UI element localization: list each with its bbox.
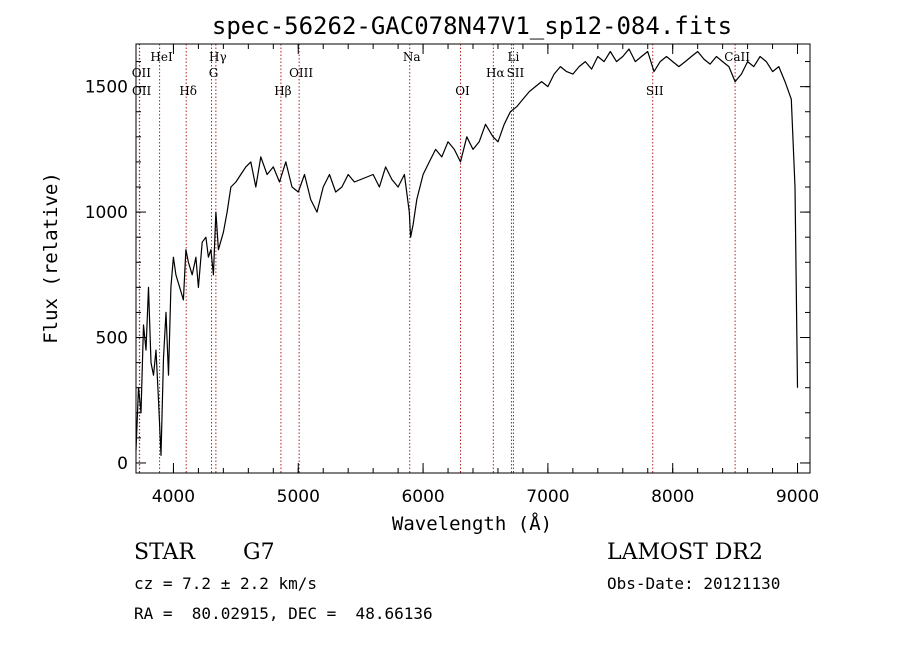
marker-label-0: OII [132,66,152,80]
chart-title: spec-56262-GAC078N47V1_sp12-084.fits [212,12,732,40]
object-subclass: G7 [243,540,275,565]
x-axis: 4000 5000 6000 7000 8000 9000 [152,44,819,507]
marker-label-12: Li [508,50,520,64]
marker-label-14: CaII [724,50,750,64]
marker-label-6: Hβ [274,84,291,98]
marker-label-13: SII [646,84,664,98]
y-axis: 0 500 1000 1500 [85,61,810,474]
survey-name: LAMOST DR2 [607,540,763,565]
spectrum-series-line [135,48,799,456]
ra-dec-coordinates: RA = 80.02915, DEC = 48.66136 [134,604,433,623]
redshift-cz: cz = 7.2 ± 2.2 km/s [134,574,318,593]
y-axis-label: Flux (relative) [40,172,62,344]
observation-date: Obs-Date: 20121130 [607,574,781,593]
spectrum-line-group [135,48,799,456]
plot-frame [135,43,811,474]
marker-label-10: Hα [486,66,505,80]
x-tick-label-2: 6000 [401,487,444,507]
x-axis-label: Wavelength (Å) [392,512,552,535]
x-tick-label-1: 5000 [277,487,320,507]
x-tick-label-3: 7000 [526,487,569,507]
marker-label-9: OI [455,84,470,98]
object-type: STAR [134,540,195,565]
x-tick-label-4: 8000 [651,487,694,507]
x-tick-label-0: 4000 [152,487,195,507]
spectral-line-markers [138,44,736,473]
marker-label-3: Hδ [179,84,197,98]
y-tick-label-1: 500 [96,329,128,349]
y-tick-label-0: 0 [117,454,128,474]
marker-label-8: Na [403,50,421,64]
marker-label-7: OIII [289,66,313,80]
marker-label-5: G [209,66,219,80]
y-tick-label-2: 1000 [85,203,128,223]
marker-label-2: HeI [150,50,173,64]
y-tick-label-3: 1500 [85,78,128,98]
marker-label-11: SII [507,66,525,80]
marker-label-1: OII [132,84,152,98]
marker-label-4: Hγ [209,50,227,64]
x-tick-label-5: 9000 [776,487,819,507]
